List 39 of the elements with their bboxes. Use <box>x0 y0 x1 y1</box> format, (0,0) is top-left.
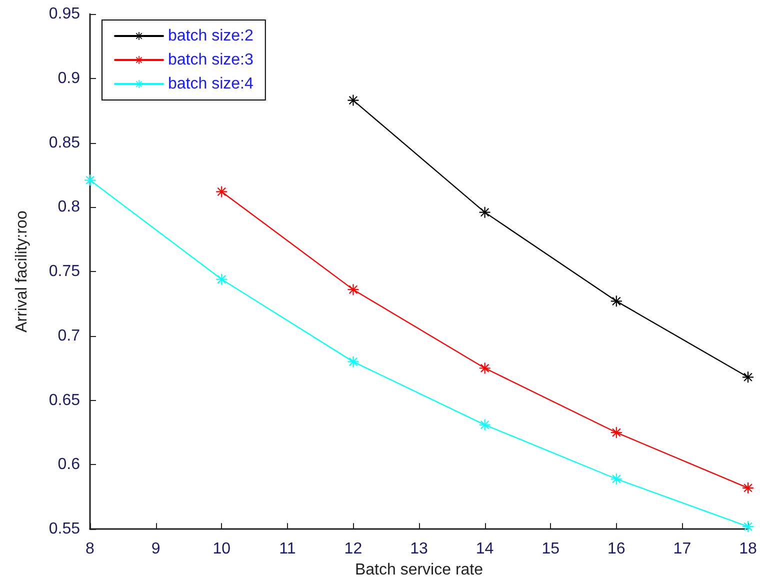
legend-label: batch size:4 <box>168 76 254 92</box>
x-tick-label: 10 <box>212 540 231 558</box>
x-axis-title: Batch service rate <box>354 562 484 578</box>
y-tick-label: 0.55 <box>48 520 80 538</box>
y-tick-label: 0.6 <box>58 456 80 474</box>
x-tick-label: 12 <box>344 540 362 558</box>
point <box>348 94 359 106</box>
point <box>348 284 359 296</box>
x-tick-label: 8 <box>86 540 95 558</box>
legend-label: batch size:3 <box>168 52 254 68</box>
point <box>479 206 490 218</box>
point <box>348 356 359 368</box>
x-tick-label: 14 <box>476 540 494 558</box>
y-tick-label: 0.85 <box>48 134 80 152</box>
point <box>216 274 228 285</box>
x-tick-label: 16 <box>608 540 626 558</box>
point <box>610 427 622 438</box>
point <box>610 296 622 307</box>
point <box>742 482 754 494</box>
x-tick-label: 18 <box>739 540 757 558</box>
point <box>742 372 754 383</box>
y-tick-label: 0.7 <box>58 327 80 344</box>
point <box>479 419 490 430</box>
x-tick-label: 15 <box>542 540 560 558</box>
y-tick-label: 0.75 <box>48 263 80 280</box>
point <box>84 174 96 186</box>
x-tick-label: 11 <box>279 540 296 558</box>
x-tick-label: 17 <box>673 540 692 558</box>
y-axis-title: Arrival facility:roo <box>14 210 30 332</box>
y-tick-label: 0.9 <box>58 70 80 87</box>
legend-label: batch size:2 <box>168 28 254 44</box>
point <box>479 362 490 374</box>
point <box>216 186 228 198</box>
point <box>610 473 622 484</box>
y-tick-label: 0.8 <box>58 198 80 216</box>
x-tick-label: 9 <box>151 540 160 558</box>
y-tick-label: 0.95 <box>48 6 80 22</box>
y-tick-label: 0.65 <box>48 392 80 409</box>
x-tick-label: 13 <box>410 540 428 558</box>
